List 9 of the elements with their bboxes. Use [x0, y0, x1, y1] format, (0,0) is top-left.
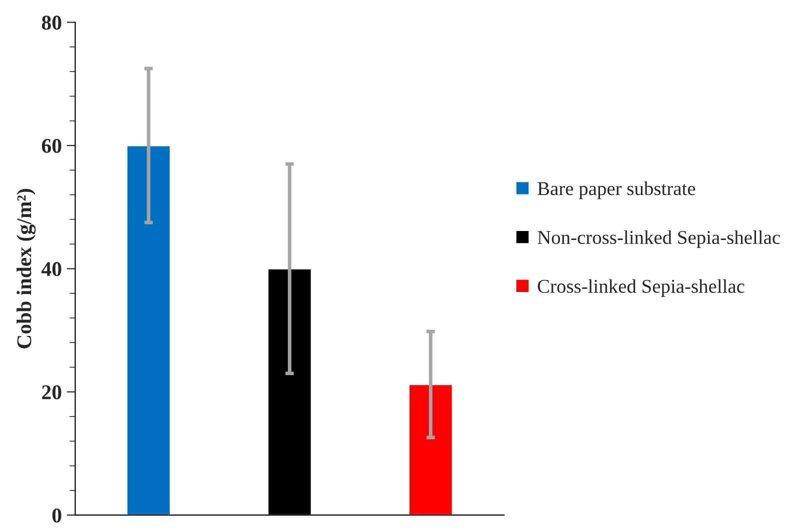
y-tick-label: 80	[42, 16, 62, 30]
y-tick-label: 60	[42, 138, 62, 153]
legend-label: Cross-linked Sepia-shellac	[538, 279, 744, 297]
y-tick-label: 20	[42, 385, 62, 400]
y-tick-label: 0	[52, 508, 62, 523]
legend-label: Bare paper substrate	[538, 182, 696, 200]
legend-label: Non-cross-linked Sepia-shellac	[538, 230, 780, 248]
y-tick-label: 40	[41, 262, 62, 276]
y-axis-title: Cobb index (g/m²)	[16, 188, 36, 348]
